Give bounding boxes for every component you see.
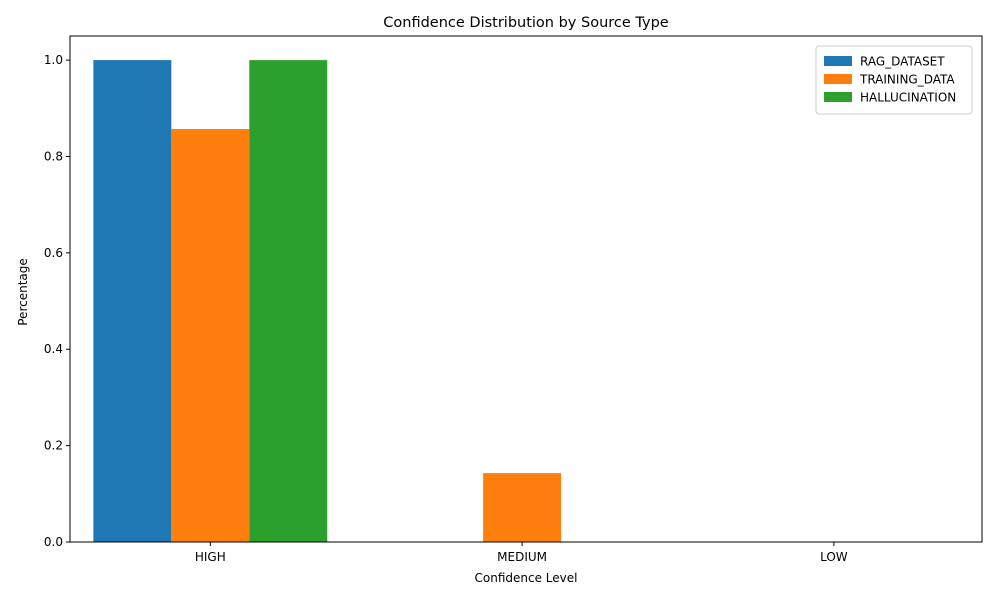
legend-label-training-data: TRAINING_DATA [859,73,955,87]
bars-group [93,60,562,542]
y-tick-label: 0.8 [44,149,63,163]
bar-training-data-medium [483,473,562,542]
legend-frame [815,45,973,115]
bar-hallucination-high [249,60,328,542]
x-ticks-group: HIGH MEDIUM LOW [195,542,848,564]
y-tick-label: 0.6 [44,246,63,260]
chart-title: Confidence Distribution by Source Type [383,15,669,31]
legend-swatch-hallucination [824,92,852,102]
bar-rag-dataset-high [93,60,172,542]
legend: RAG_DATASET TRAINING_DATA HALLUCINATION [815,45,973,115]
y-tick-label: 1.0 [44,53,63,67]
y-ticks-group: 0.0 0.2 0.4 0.6 0.8 1.0 [44,53,70,549]
legend-swatch-training-data [824,74,852,84]
plot-frame [69,35,983,543]
y-tick-label: 0.0 [44,535,63,549]
axes-group [69,35,983,543]
legend-swatch-rag-dataset [824,56,852,66]
bar-training-data-high [171,129,250,542]
y-axis-label: Percentage [16,258,30,326]
y-tick-label: 0.4 [44,342,63,356]
legend-label-hallucination: HALLUCINATION [860,91,956,105]
legend-label-rag-dataset: RAG_DATASET [860,55,945,69]
x-axis-label: Confidence Level [475,571,578,585]
x-tick-label: LOW [820,550,848,564]
x-tick-label: MEDIUM [497,550,547,564]
x-tick-label: HIGH [195,550,226,564]
y-tick-label: 0.2 [44,439,63,453]
